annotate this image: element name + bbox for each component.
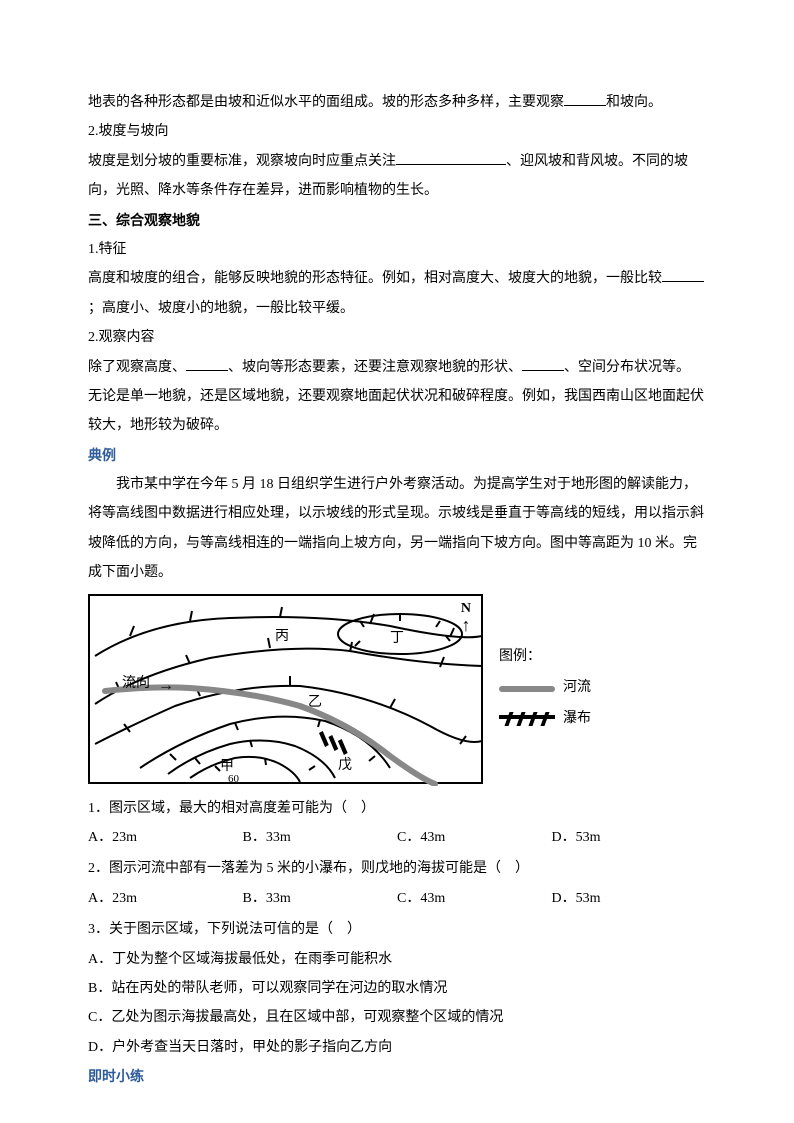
q3-option-c[interactable]: C．乙处为图示海拔最高处，且在区域中部，可观察整个区域的情况 [88, 1003, 706, 1032]
q1-option-c[interactable]: C．43m [397, 823, 552, 852]
map-label-ding: 丁 [390, 624, 404, 653]
text: 、空间分布状况等。 [564, 360, 690, 375]
blank-fill[interactable] [396, 148, 506, 165]
paragraph-feature: 高度和坡度的组合，能够反映地貌的形态特征。例如，相对高度大、坡度大的地貌，一般比… [88, 264, 706, 323]
paragraph-surface-slope: 地表的各种形态都是由坡和近似水平的面组成。坡的形态多种多样，主要观察 和坡向。 [88, 88, 706, 117]
text: ；高度小、坡度小的地貌，一般比较平缓。 [88, 301, 354, 316]
paragraph-observe-elements: 除了观察高度、 、坡向等形态要素，还要注意观察地貌的形状、 、空间分布状况等。 [88, 353, 706, 382]
blank-fill[interactable] [564, 89, 606, 106]
legend-waterfall-label: 瀑布 [563, 704, 591, 735]
q1-option-a[interactable]: A．23m [88, 823, 243, 852]
q3-option-b[interactable]: B．站在丙处的带队老师，可以观察同学在河边的取水情况 [88, 974, 706, 1003]
map-label-60: 60 [228, 768, 239, 791]
q1-option-d[interactable]: D．53m [552, 823, 707, 852]
north-label: N [461, 601, 471, 616]
q2-option-c[interactable]: C．43m [397, 884, 552, 913]
q2-option-a[interactable]: A．23m [88, 884, 243, 913]
text: 高度和坡度的组合，能够反映地貌的形态特征。例如，相对高度大、坡度大的地貌，一般比… [88, 271, 662, 286]
contour-map: N ↑ 流向 → 甲 乙 丙 丁 戊 60 [88, 594, 483, 784]
north-indicator: N ↑ [461, 602, 471, 634]
legend-title: 图例： [499, 642, 591, 673]
q1-options: A．23m B．33m C．43m D．53m [88, 823, 706, 852]
legend-waterfall: 瀑布 [499, 704, 591, 735]
q1-option-b[interactable]: B．33m [243, 823, 398, 852]
flow-label: 流向 [122, 669, 150, 698]
practice-heading: 即时小练 [88, 1062, 706, 1091]
text: 坡度是划分坡的重要标准，观察坡向时应重点关注 [88, 154, 396, 169]
question-2: 2．图示河流中部有一落差为 5 米的小瀑布，则戊地的海拔可能是（ ） A．23m… [88, 854, 706, 913]
legend-river-label: 河流 [563, 673, 591, 704]
text: 除了观察高度、 [88, 360, 186, 375]
question-3: 3．关于图示区域，下列说法可信的是（ ） A．丁处为整个区域海拔最低处，在雨季可… [88, 915, 706, 1062]
river-line-icon [499, 686, 555, 692]
q3-stem: 3．关于图示区域，下列说法可信的是（ ） [88, 915, 706, 944]
map-label-wu: 戊 [338, 751, 352, 780]
map-legend: 图例： 河流 瀑布 [499, 642, 591, 734]
paragraph-single-region: 无论是单一地貌，还是区域地貌，还要观察地面起伏状况和破碎程度。例如，我国西南山区… [88, 382, 706, 441]
example-heading: 典例 [88, 441, 706, 470]
q3-option-d[interactable]: D．户外考查当天日落时，甲处的影子指向乙方向 [88, 1033, 706, 1062]
q2-stem: 2．图示河流中部有一落差为 5 米的小瀑布，则戊地的海拔可能是（ ） [88, 854, 706, 883]
q1-stem: 1．图示区域，最大的相对高度差可能为（ ） [88, 794, 706, 823]
waterfall-icon [499, 712, 555, 726]
heading-slope-direction: 2.坡度与坡向 [88, 117, 706, 146]
q2-options: A．23m B．33m C．43m D．53m [88, 884, 706, 913]
blank-fill[interactable] [522, 354, 564, 371]
north-arrow-icon: ↑ [461, 616, 471, 634]
paragraph-slope-standard: 坡度是划分坡的重要标准，观察坡向时应重点关注、迎风坡和背风坡。不同的坡向，光照、… [88, 147, 706, 206]
map-label-bing: 丙 [275, 622, 289, 651]
text: 和坡向。 [606, 95, 662, 110]
blank-fill[interactable] [186, 354, 228, 371]
q2-option-d[interactable]: D．53m [552, 884, 707, 913]
heading-feature: 1.特征 [88, 235, 706, 264]
q2-option-b[interactable]: B．33m [243, 884, 398, 913]
text: 地表的各种形态都是由坡和近似水平的面组成。坡的形态多种多样，主要观察 [88, 95, 564, 110]
section-title-3: 三、综合观察地貌 [88, 206, 706, 235]
q3-option-a[interactable]: A．丁处为整个区域海拔最低处，在雨季可能积水 [88, 945, 706, 974]
text: 、坡向等形态要素，还要注意观察地貌的形状、 [228, 360, 522, 375]
question-1: 1．图示区域，最大的相对高度差可能为（ ） A．23m B．33m C．43m … [88, 794, 706, 853]
map-label-yi: 乙 [308, 688, 322, 717]
example-intro: 我市某中学在今年 5 月 18 日组织学生进行户外考察活动。为提高学生对于地形图… [88, 470, 706, 588]
contour-diagram-container: N ↑ 流向 → 甲 乙 丙 丁 戊 60 图例： 河流 瀑布 [88, 594, 706, 784]
flow-arrow-icon: → [158, 669, 174, 703]
heading-observe-content: 2.观察内容 [88, 323, 706, 352]
blank-fill[interactable] [662, 266, 704, 283]
legend-river: 河流 [499, 673, 591, 704]
